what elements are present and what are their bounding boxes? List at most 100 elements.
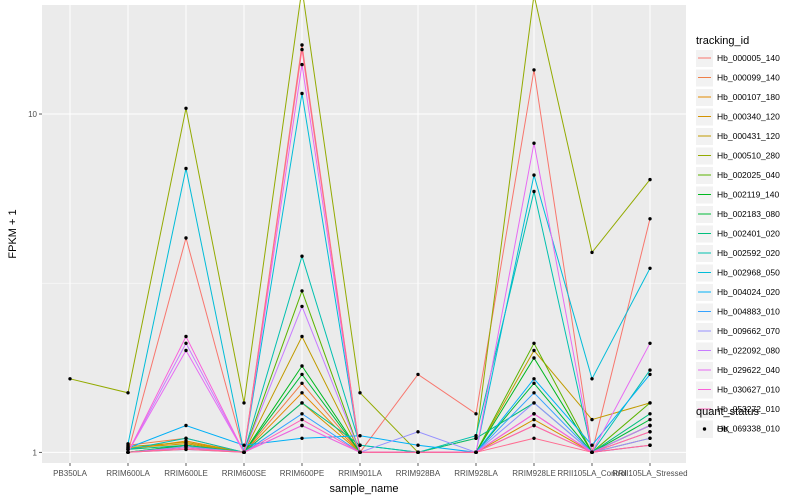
y-axis-title: FPKM + 1 bbox=[7, 209, 19, 258]
data-point bbox=[126, 391, 130, 395]
data-point bbox=[532, 341, 536, 345]
data-point bbox=[648, 341, 652, 345]
legend-label: Hb_002968_050 bbox=[717, 268, 780, 278]
legend-label: Hb_002401_020 bbox=[717, 229, 780, 239]
data-point bbox=[648, 417, 652, 422]
legend-item: Hb_000099_140 bbox=[696, 69, 780, 87]
data-point bbox=[474, 412, 478, 416]
data-point bbox=[648, 430, 652, 434]
data-point bbox=[300, 91, 304, 96]
data-point bbox=[416, 372, 420, 377]
data-point bbox=[532, 68, 536, 72]
data-point bbox=[474, 436, 478, 440]
legend-label: Hb_004883_010 bbox=[717, 307, 780, 317]
data-point bbox=[184, 423, 188, 428]
data-point bbox=[532, 401, 536, 405]
data-point bbox=[532, 189, 536, 194]
data-point bbox=[300, 436, 304, 440]
data-point bbox=[590, 250, 594, 255]
legend-item: Hb_000510_280 bbox=[696, 147, 780, 165]
x-tick-label: RRIM928LE bbox=[512, 469, 556, 478]
series-line-Hb_004024_020 bbox=[127, 374, 651, 453]
legend-item: Hb_002025_040 bbox=[696, 167, 780, 184]
data-point bbox=[648, 217, 652, 221]
y-axis-ticks: 1 10 bbox=[28, 110, 42, 457]
legend-label: Hb_000005_140 bbox=[717, 53, 780, 63]
data-point bbox=[590, 450, 594, 454]
data-point bbox=[300, 412, 304, 416]
data-point bbox=[648, 177, 652, 182]
y-tick-label: 1 bbox=[33, 448, 38, 457]
legend-item: Hb_000431_120 bbox=[696, 128, 780, 145]
legend-label: Hb_030627_010 bbox=[717, 385, 780, 395]
series-line-Hb_009662_070 bbox=[127, 402, 651, 453]
legend-label: OK bbox=[717, 424, 730, 434]
legend-label: Hb_000107_180 bbox=[717, 92, 780, 102]
data-point bbox=[184, 348, 188, 353]
data-point bbox=[300, 364, 304, 368]
data-point bbox=[184, 166, 188, 171]
data-point bbox=[184, 341, 188, 345]
x-tick-label: RRIM928BA bbox=[396, 469, 441, 478]
data-point bbox=[474, 434, 478, 438]
legend-item: Hb_002183_080 bbox=[696, 206, 780, 223]
data-point bbox=[532, 391, 536, 395]
legend-label: Hb_002119_140 bbox=[717, 190, 780, 200]
data-point bbox=[648, 266, 652, 270]
legend-label: Hb_069338_010 bbox=[717, 424, 780, 434]
legend-item: Hb_022092_080 bbox=[696, 342, 780, 360]
legend-item: Hb_002592_020 bbox=[696, 245, 780, 262]
x-tick-label: PB350LA bbox=[53, 469, 87, 478]
data-point bbox=[590, 417, 594, 422]
data-point bbox=[184, 440, 188, 445]
x-axis-ticks: PB350LA RRIM600LA RRIM600LE RRIM600SE RRIM60… bbox=[53, 463, 688, 478]
data-point bbox=[184, 236, 188, 240]
data-point bbox=[184, 334, 188, 339]
data-point bbox=[648, 372, 652, 377]
data-point bbox=[590, 377, 594, 381]
data-point bbox=[532, 417, 536, 422]
legend-item: Hb_002968_050 bbox=[696, 264, 780, 282]
data-point bbox=[68, 377, 72, 381]
data-point bbox=[532, 423, 536, 428]
data-point bbox=[358, 450, 362, 454]
legend-label: Hb_004024_020 bbox=[717, 287, 780, 297]
legend-label: Hb_000340_120 bbox=[717, 112, 780, 122]
data-point bbox=[532, 377, 536, 381]
data-point bbox=[300, 289, 304, 293]
data-point bbox=[648, 423, 652, 428]
data-point bbox=[648, 412, 652, 416]
panel-background bbox=[42, 5, 686, 463]
data-point bbox=[300, 304, 304, 309]
y-tick-label: 10 bbox=[28, 110, 37, 119]
legend-label: Hb_002592_020 bbox=[717, 248, 780, 258]
legend-item: Hb_000005_140 bbox=[696, 50, 780, 67]
data-point bbox=[300, 401, 304, 405]
legend-item: Hb_000107_180 bbox=[696, 89, 780, 106]
series-line-Hb_069338_010 bbox=[127, 49, 651, 453]
data-point bbox=[358, 443, 362, 447]
legend-label: Hb_053272_010 bbox=[717, 404, 780, 414]
legend-label: Hb_009662_070 bbox=[717, 326, 780, 336]
legend-label: Hb_000431_120 bbox=[717, 131, 780, 141]
legend-item: Hb_030627_010 bbox=[696, 381, 780, 399]
x-axis-title: sample_name bbox=[329, 483, 398, 495]
data-point bbox=[532, 141, 536, 145]
legend-label: Hb_022092_080 bbox=[717, 346, 780, 356]
x-tick-label: RRIM901LA bbox=[338, 469, 382, 478]
x-tick-label: RRIM600LA bbox=[106, 469, 150, 478]
data-point bbox=[242, 443, 246, 447]
legend-item: Hb_004883_010 bbox=[696, 303, 780, 321]
data-point bbox=[242, 401, 246, 405]
data-point bbox=[184, 447, 188, 452]
legend-label: Hb_000510_280 bbox=[717, 151, 780, 161]
legend-label: Hb_029622_040 bbox=[717, 365, 780, 375]
series-line-Hb_002592_020 bbox=[127, 191, 651, 454]
x-tick-label: RRII105LA_Control bbox=[557, 469, 627, 478]
legend-item: OK bbox=[696, 421, 730, 438]
legend-label: Hb_002025_040 bbox=[717, 170, 780, 180]
data-point bbox=[126, 442, 130, 446]
legend-item: Hb_009662_070 bbox=[696, 323, 780, 340]
quant-status-legend-title: quant_status bbox=[696, 406, 759, 418]
legend: tracking_id Hb_000005_140 Hb_000099_140 Hb… bbox=[696, 35, 780, 438]
